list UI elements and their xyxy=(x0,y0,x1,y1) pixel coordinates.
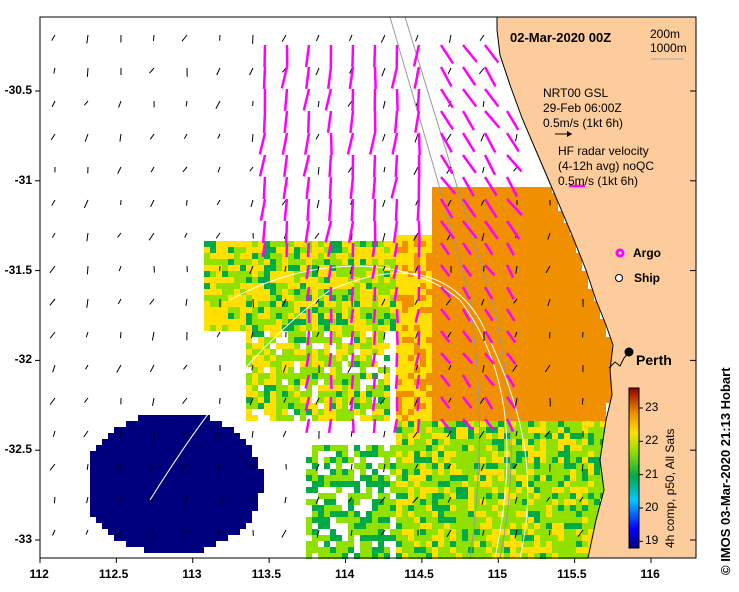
gsl-line3: 0.5m/s (1kt 6h) xyxy=(543,116,624,130)
sst-layer xyxy=(90,187,612,559)
x-tick-label: 115 xyxy=(487,567,508,581)
hf-radar-arrows xyxy=(258,44,523,434)
ship-label: Ship xyxy=(634,271,660,285)
x-tick-label: 116 xyxy=(640,567,660,581)
map-title: 02-Mar-2020 00Z xyxy=(510,30,612,45)
y-tick-label: -31 xyxy=(14,172,32,187)
perth-label: Perth xyxy=(636,352,672,368)
gsl-legend: NRT00 GSL 29-Feb 06:00Z 0.5m/s (1kt 6h) xyxy=(543,86,623,131)
gsl-arrows xyxy=(49,34,584,539)
colorbar-tick-label: 21 xyxy=(645,466,659,481)
x-tick-label: 114 xyxy=(335,567,355,581)
axis-ticks xyxy=(35,90,696,563)
argo-label: Argo xyxy=(633,246,661,260)
contour-1000m-label: 1000m xyxy=(650,41,687,55)
swan-river xyxy=(608,351,630,369)
y-tick-label: -32 xyxy=(14,352,32,367)
land xyxy=(496,16,697,559)
hf-legend: HF radar velocity (4-12h avg) noQC 0.5m/… xyxy=(558,144,654,189)
y-tick-label: -32.5 xyxy=(4,442,32,457)
colorbar-tick-label: 19 xyxy=(645,533,659,548)
colorbar xyxy=(628,387,640,549)
x-tick-label: 112 xyxy=(29,567,49,581)
gsl-line1: NRT00 GSL xyxy=(543,86,609,100)
gsl-line2: 29-Feb 06:00Z xyxy=(543,101,622,115)
x-tick-label: 113.5 xyxy=(251,567,281,581)
x-tick-label: 114.5 xyxy=(404,567,434,581)
argo-marker-icon xyxy=(615,248,625,258)
colorbar-tick-label: 23 xyxy=(645,400,659,414)
credit: © IMOS 03-Mar-2020 21:13 Hobart xyxy=(718,367,733,575)
colorbar-title: 4h comp, p50, All Sats xyxy=(663,428,677,548)
colorbar-tick-label: 22 xyxy=(645,433,659,448)
hf-line2: (4-12h avg) noQC xyxy=(558,159,655,173)
x-tick-label: 113 xyxy=(182,567,202,581)
hf-line3: 0.5m/s (1kt 6h) xyxy=(558,174,639,188)
colorbar-tick-label: 20 xyxy=(645,500,659,514)
ship-marker-icon xyxy=(615,274,623,282)
x-tick-label: 115.5 xyxy=(557,567,587,581)
contour-200m-label: 200m xyxy=(650,27,681,41)
y-tick-label: -30.5 xyxy=(4,83,32,97)
x-tick-label: 112.5 xyxy=(98,567,129,581)
plot-frame xyxy=(39,16,697,559)
y-tick-label: -31.5 xyxy=(4,262,32,277)
y-tick-label: -33 xyxy=(14,532,32,546)
hf-line1: HF radar velocity xyxy=(558,144,649,158)
